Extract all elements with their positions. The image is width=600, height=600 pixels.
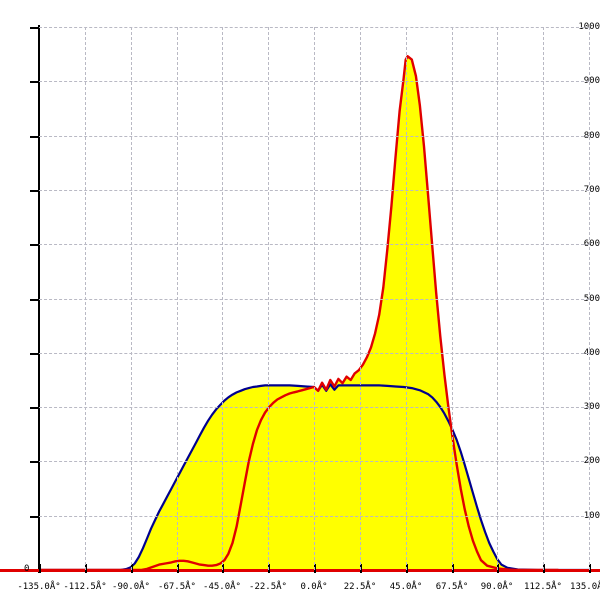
- y-axis-tick: [30, 136, 39, 138]
- gridline-horizontal: [39, 353, 589, 354]
- y-axis-label: 800: [583, 131, 600, 141]
- gridline-vertical: [497, 27, 498, 570]
- filled-area: [39, 56, 559, 571]
- x-axis-tick: [131, 564, 133, 573]
- x-axis-tick: [543, 564, 545, 573]
- gridline-horizontal: [39, 299, 589, 300]
- x-axis-label: -112.5Å°: [63, 582, 107, 592]
- gridline-vertical: [131, 27, 132, 570]
- gridline-vertical: [360, 27, 361, 570]
- gridline-horizontal: [39, 81, 589, 82]
- y-axis-tick: [30, 299, 39, 301]
- y-axis-label: 900: [583, 76, 600, 86]
- y-axis-tick: [30, 81, 39, 83]
- y-axis-label: 500: [583, 294, 600, 304]
- gridline-horizontal: [39, 516, 589, 517]
- y-axis-label: 700: [583, 185, 600, 195]
- x-axis-tick: [314, 564, 316, 573]
- series-line-red: [39, 55, 559, 572]
- x-axis-tick: [177, 564, 179, 573]
- y-axis-label: 600: [583, 239, 600, 249]
- x-axis-label: -45.0Å°: [203, 582, 241, 592]
- y-axis-tick: [30, 353, 39, 355]
- x-axis-label: 112.5Å°: [524, 582, 562, 592]
- gridline-horizontal: [39, 27, 589, 28]
- y-axis-tick: [30, 461, 39, 463]
- y-axis-label: 200: [583, 456, 600, 466]
- gridline-vertical: [589, 27, 590, 570]
- x-axis-label: -22.5Å°: [249, 582, 287, 592]
- x-axis-tick: [497, 564, 499, 573]
- y-axis-label: 100: [583, 511, 600, 521]
- x-axis-tick: [406, 564, 408, 573]
- y-axis-label: 300: [583, 402, 600, 412]
- gridline-horizontal: [39, 190, 589, 191]
- x-axis-label: 22.5Å°: [343, 582, 377, 592]
- gridline-horizontal: [39, 461, 589, 462]
- x-axis-tick: [39, 564, 41, 573]
- x-axis-tick: [222, 564, 224, 573]
- gridline-vertical: [85, 27, 86, 570]
- y-axis-tick: [30, 407, 39, 409]
- gridline-horizontal: [39, 244, 589, 245]
- gridline-vertical: [543, 27, 544, 570]
- x-axis-label: -90.0Å°: [112, 582, 150, 592]
- x-axis-label: 67.5Å°: [435, 582, 469, 592]
- gridline-vertical: [268, 27, 269, 570]
- x-axis-tick: [589, 564, 591, 573]
- gridline-horizontal: [39, 407, 589, 408]
- x-axis-label: 0.0Å°: [300, 582, 328, 592]
- x-axis-tick: [268, 564, 270, 573]
- series-line-blue: [39, 383, 589, 572]
- zero-baseline: [0, 569, 600, 572]
- gridline-vertical: [406, 27, 407, 570]
- gridline-vertical: [222, 27, 223, 570]
- gridline-vertical: [314, 27, 315, 570]
- y-axis-tick: [30, 27, 39, 29]
- x-axis-label: 135.0Å°: [570, 582, 600, 592]
- x-axis-tick: [85, 564, 87, 573]
- y-axis-tick: [30, 190, 39, 192]
- y-axis-tick: [30, 244, 39, 246]
- x-axis-tick: [360, 564, 362, 573]
- x-axis-label: -67.5Å°: [158, 582, 196, 592]
- x-axis-label: 90.0Å°: [480, 582, 514, 592]
- x-axis-label: 45.0Å°: [389, 582, 423, 592]
- y-axis-tick: [30, 516, 39, 518]
- gridline-vertical: [177, 27, 178, 570]
- gridline-vertical: [452, 27, 453, 570]
- y-axis-label: 400: [583, 348, 600, 358]
- gridline-horizontal: [39, 136, 589, 137]
- x-axis-tick: [452, 564, 454, 573]
- x-axis-label: -135.0Å°: [17, 582, 61, 592]
- zero-tick-label: 0: [24, 564, 30, 574]
